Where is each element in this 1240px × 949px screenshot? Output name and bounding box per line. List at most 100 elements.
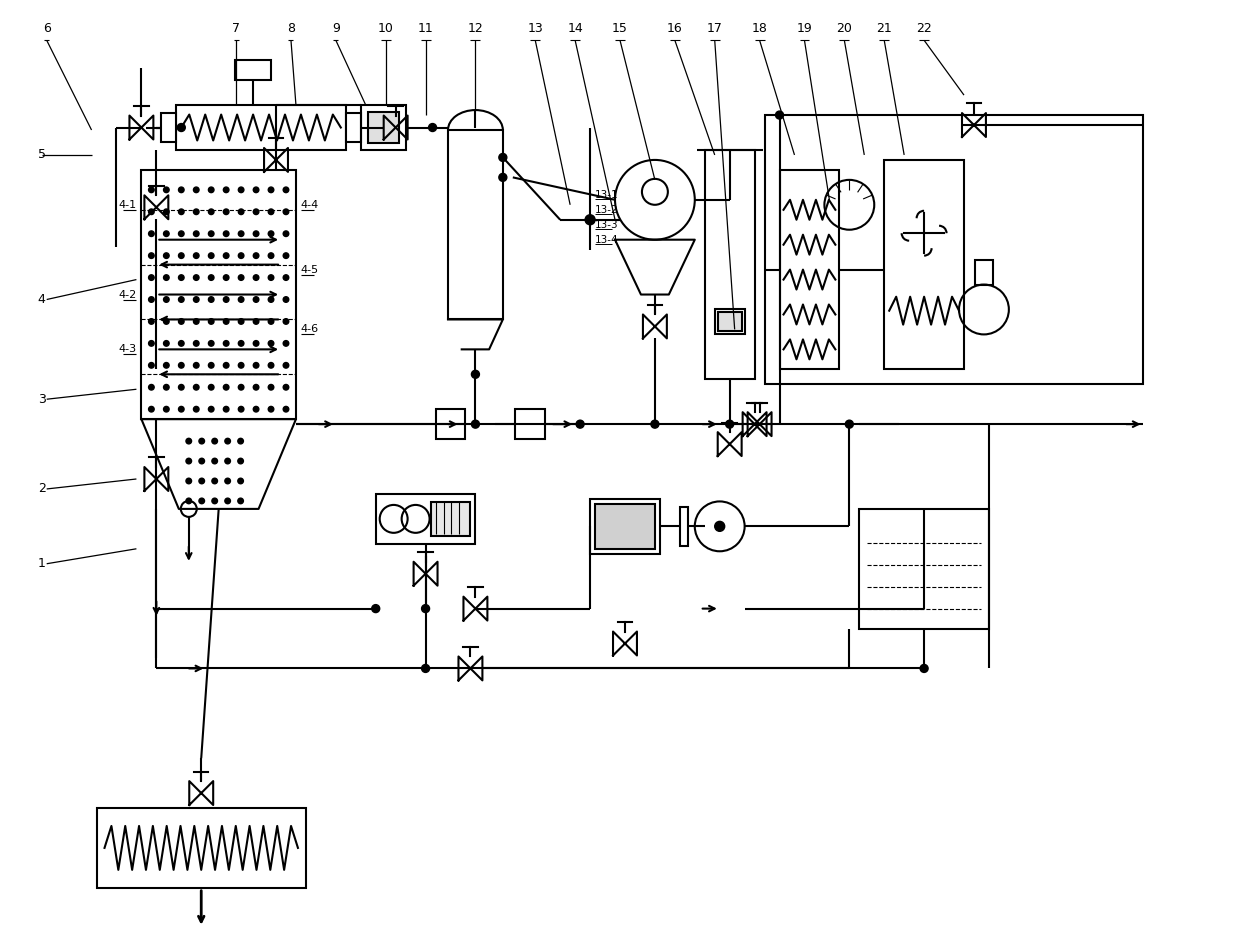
Circle shape	[223, 384, 229, 390]
Bar	[448, 130, 503, 320]
Circle shape	[186, 458, 191, 464]
Circle shape	[193, 209, 200, 214]
Bar	[141, 170, 296, 419]
Circle shape	[283, 363, 289, 368]
Circle shape	[179, 384, 184, 390]
Circle shape	[164, 209, 169, 214]
Bar	[97, 808, 306, 887]
Circle shape	[164, 406, 169, 412]
Bar	[680, 507, 688, 546]
Circle shape	[238, 231, 244, 236]
Circle shape	[223, 363, 229, 368]
Bar	[430, 502, 470, 536]
Circle shape	[471, 370, 480, 379]
Circle shape	[238, 275, 244, 280]
Circle shape	[193, 384, 200, 390]
Circle shape	[179, 252, 184, 258]
Circle shape	[714, 521, 724, 531]
Circle shape	[268, 252, 274, 258]
Circle shape	[208, 341, 215, 346]
Circle shape	[283, 275, 289, 280]
Circle shape	[223, 319, 229, 325]
Circle shape	[193, 341, 200, 346]
Text: 11: 11	[418, 22, 434, 35]
Circle shape	[268, 297, 274, 303]
Text: 13-3: 13-3	[595, 220, 619, 230]
Circle shape	[149, 363, 154, 368]
Circle shape	[208, 187, 215, 193]
Text: 22: 22	[916, 22, 932, 35]
Circle shape	[149, 297, 154, 303]
Bar	[704, 150, 755, 380]
Text: 5: 5	[37, 148, 46, 161]
Circle shape	[208, 406, 215, 412]
Circle shape	[471, 420, 480, 428]
Circle shape	[846, 420, 853, 428]
Bar	[376, 493, 475, 544]
Circle shape	[179, 231, 184, 236]
Circle shape	[268, 406, 274, 412]
Bar	[435, 409, 465, 439]
Circle shape	[149, 187, 154, 193]
Bar	[176, 105, 346, 150]
Circle shape	[149, 252, 154, 258]
Circle shape	[238, 341, 244, 346]
Circle shape	[193, 363, 200, 368]
Circle shape	[253, 319, 259, 325]
Circle shape	[223, 341, 229, 346]
Bar	[714, 309, 745, 334]
Circle shape	[186, 478, 191, 484]
Circle shape	[212, 458, 217, 464]
Circle shape	[268, 187, 274, 193]
Circle shape	[498, 154, 507, 161]
Circle shape	[283, 231, 289, 236]
Circle shape	[149, 231, 154, 236]
Circle shape	[268, 209, 274, 214]
Circle shape	[224, 478, 231, 484]
Circle shape	[179, 406, 184, 412]
Circle shape	[198, 438, 205, 444]
Circle shape	[212, 438, 217, 444]
Bar	[161, 113, 176, 142]
Circle shape	[223, 275, 229, 280]
Circle shape	[224, 458, 231, 464]
Circle shape	[725, 420, 734, 428]
Text: 8: 8	[286, 22, 295, 35]
Circle shape	[238, 458, 243, 464]
Circle shape	[179, 363, 184, 368]
Circle shape	[283, 406, 289, 412]
Circle shape	[164, 297, 169, 303]
Circle shape	[268, 384, 274, 390]
Circle shape	[372, 605, 379, 613]
Circle shape	[164, 319, 169, 325]
Circle shape	[577, 420, 584, 428]
Text: 4-1: 4-1	[118, 200, 136, 210]
Circle shape	[149, 319, 154, 325]
Text: 18: 18	[751, 22, 768, 35]
Circle shape	[253, 187, 259, 193]
Text: 1: 1	[37, 557, 46, 570]
Circle shape	[164, 252, 169, 258]
Circle shape	[238, 498, 243, 504]
Bar	[884, 160, 963, 369]
Bar	[516, 409, 546, 439]
Text: 4-5: 4-5	[301, 265, 319, 274]
Text: 19: 19	[796, 22, 812, 35]
Circle shape	[283, 252, 289, 258]
Circle shape	[238, 406, 244, 412]
Text: 15: 15	[613, 22, 627, 35]
Text: 13: 13	[527, 22, 543, 35]
Circle shape	[268, 363, 274, 368]
Circle shape	[164, 363, 169, 368]
Text: 13-2: 13-2	[595, 205, 619, 214]
Bar	[361, 105, 405, 150]
Circle shape	[253, 297, 259, 303]
Bar	[368, 112, 398, 143]
Circle shape	[164, 275, 169, 280]
Circle shape	[177, 123, 185, 132]
Circle shape	[253, 341, 259, 346]
Circle shape	[223, 231, 229, 236]
Bar	[595, 504, 655, 549]
Circle shape	[253, 252, 259, 258]
Circle shape	[193, 187, 200, 193]
